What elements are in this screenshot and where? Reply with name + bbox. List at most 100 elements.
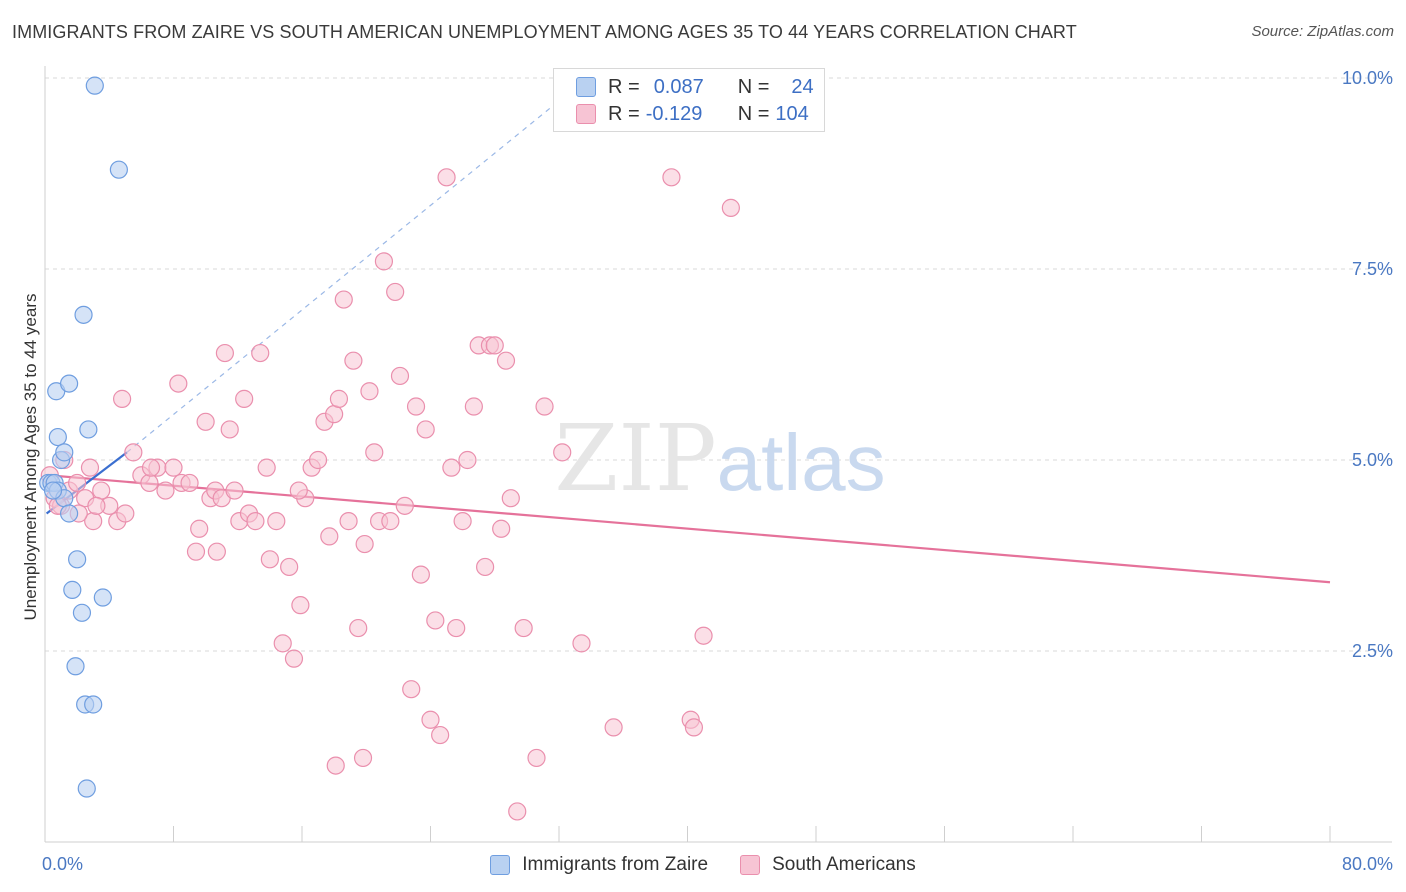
south-americans-point	[334, 290, 353, 309]
south-americans-point	[80, 458, 100, 477]
south-americans-point	[320, 527, 339, 546]
zaire-point	[63, 580, 82, 599]
south-americans-point	[447, 618, 466, 638]
south-americans-point	[92, 481, 111, 500]
south-americans-point	[344, 351, 363, 370]
correlation-legend: R = 0.087 N = 24 R = -0.129 N = 104	[553, 68, 825, 132]
south-americans-point	[326, 756, 345, 775]
zaire-point	[85, 76, 104, 95]
south-americans-point	[496, 351, 516, 370]
south-americans-points	[40, 168, 740, 821]
y-tick-label: 7.5%	[1352, 259, 1393, 279]
zaire-point	[66, 657, 85, 676]
y-axis-label: Unemployment Among Ages 35 to 44 years	[21, 294, 40, 621]
south-americans-point	[553, 443, 572, 462]
south-americans-point	[374, 252, 394, 271]
south-americans-point	[421, 710, 440, 729]
south-americans-point	[339, 512, 358, 531]
south-americans-point	[280, 557, 299, 577]
south-americans-point	[453, 512, 472, 531]
series-legend: Immigrants from Zaire South Americans	[0, 852, 1406, 878]
legend-n-label: N =	[737, 75, 770, 98]
south-americans-point	[365, 443, 384, 462]
south-americans-point	[437, 168, 456, 187]
south-americans-point	[124, 443, 143, 462]
south-americans-point	[485, 336, 504, 355]
south-americans-point	[694, 626, 713, 645]
south-americans-point	[215, 343, 234, 363]
zaire-points	[39, 76, 128, 798]
chart-title: IMMIGRANTS FROM ZAIRE VS SOUTH AMERICAN …	[12, 22, 1077, 42]
zaire-point	[77, 779, 96, 798]
south-americans-point	[353, 748, 373, 768]
zaire-point	[59, 374, 79, 393]
south-americans-point	[662, 168, 681, 187]
legend-label-south-americans: South Americans	[772, 854, 916, 875]
south-americans-point	[267, 512, 286, 531]
south-americans-point	[721, 198, 740, 217]
south-americans-point	[325, 405, 344, 424]
legend-r-label: R =	[608, 75, 640, 98]
south-americans-point	[381, 512, 400, 531]
south-americans-point	[220, 420, 239, 439]
south-americans-point	[476, 557, 495, 577]
south-americans-point	[355, 534, 374, 554]
south-americans-point	[572, 634, 591, 653]
south-americans-point	[349, 618, 368, 638]
tick-labels: 2.5% 5.0% 7.5% 10.0% 0.0% 80.0%	[42, 68, 1393, 874]
legend-r-label: R =	[608, 102, 640, 125]
legend-item-south-americans: South Americans	[740, 854, 916, 876]
south-americans-point	[390, 366, 410, 386]
south-americans-point	[273, 634, 292, 653]
legend-swatch-pink	[576, 104, 596, 124]
south-americans-trend-line	[48, 474, 1331, 584]
south-americans-point	[386, 282, 405, 302]
zaire-point	[59, 504, 79, 523]
zaire-point	[93, 588, 112, 607]
south-americans-point	[186, 542, 206, 561]
south-americans-point	[207, 542, 226, 561]
south-americans-point	[164, 458, 183, 477]
south-americans-point	[527, 748, 546, 768]
south-americans-point	[190, 519, 209, 538]
south-americans-point	[257, 458, 276, 477]
south-americans-point	[196, 412, 215, 431]
legend-n-value: 24	[791, 75, 814, 98]
legend-n-label: N =	[737, 102, 770, 125]
zaire-point	[72, 603, 92, 622]
legend-r-value: 0.087	[653, 75, 704, 98]
south-americans-point	[684, 718, 704, 737]
legend-item-zaire: Immigrants from Zaire	[490, 854, 708, 876]
south-americans-point	[260, 550, 279, 569]
south-americans-point	[112, 389, 132, 408]
south-americans-point	[156, 481, 175, 500]
south-americans-point	[141, 458, 161, 477]
zaire-point	[109, 160, 128, 179]
y-tick-label: 10.0%	[1342, 68, 1393, 88]
zaire-point	[55, 443, 74, 462]
legend-swatch-blue	[576, 77, 596, 97]
south-americans-point	[402, 680, 421, 699]
south-americans-point	[308, 450, 328, 470]
south-americans-point	[140, 473, 159, 493]
south-americans-point	[411, 565, 430, 584]
south-americans-point	[251, 343, 270, 363]
south-americans-point	[360, 382, 379, 401]
gridlines	[45, 77, 1392, 652]
south-americans-point	[246, 512, 265, 531]
zaire-point	[79, 420, 98, 439]
legend-row-south-americans: R = -0.129 N = 104	[576, 101, 809, 127]
south-americans-point	[604, 718, 623, 737]
legend-swatch-pink	[740, 855, 761, 875]
south-americans-point	[458, 450, 477, 470]
zaire-trend-extension	[126, 100, 560, 453]
zaire-point	[84, 695, 103, 714]
legend-r-value: -0.129	[645, 102, 703, 125]
legend-swatch-blue	[490, 855, 511, 875]
south-americans-point	[284, 649, 304, 668]
south-americans-point	[431, 725, 450, 745]
zaire-point	[43, 481, 63, 500]
south-americans-point	[464, 397, 483, 416]
south-americans-point	[492, 519, 511, 538]
